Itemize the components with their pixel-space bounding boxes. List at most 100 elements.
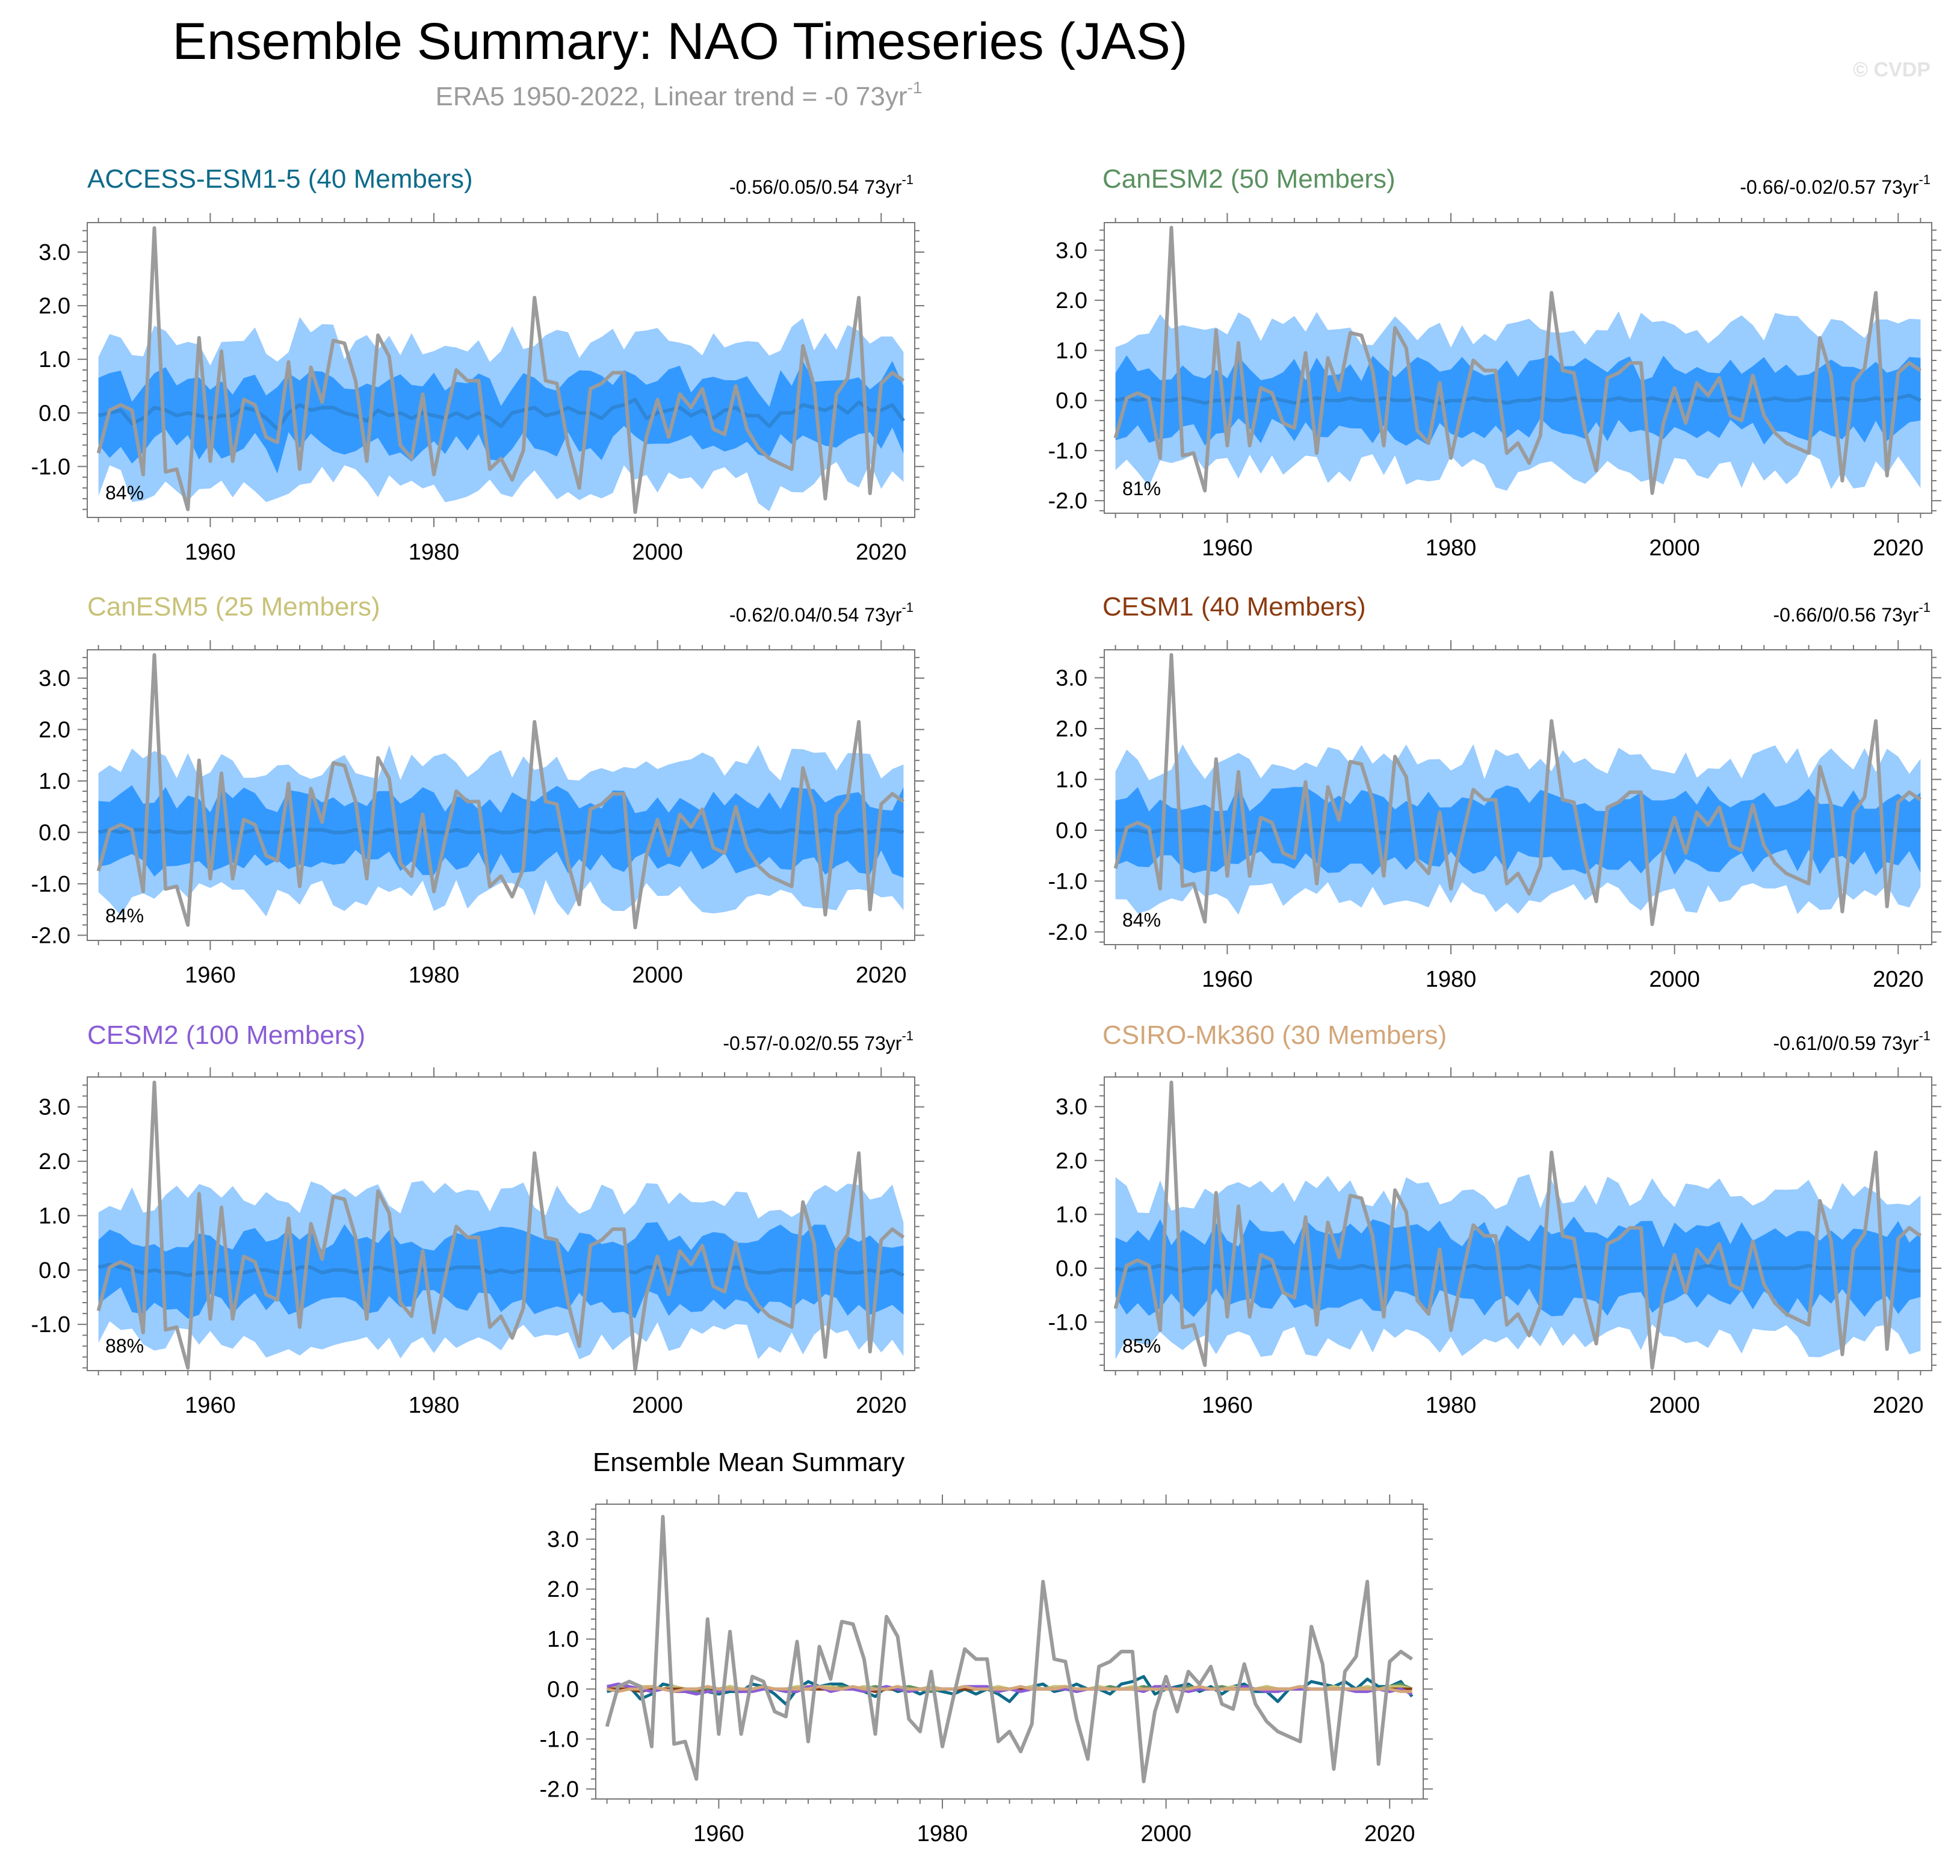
canesm2-percent-label: 81% <box>1122 478 1161 499</box>
csiro-percent-label: 85% <box>1122 1335 1161 1357</box>
csiro-y-tick-label: 1.0 <box>1056 1202 1087 1227</box>
canesm2-y-tick-label: 0.0 <box>1056 389 1087 414</box>
csiro-y-tick-label: 3.0 <box>1056 1094 1087 1120</box>
cesm1-y-tick-label: -1.0 <box>1048 869 1087 894</box>
access-percent-label: 84% <box>105 482 144 504</box>
access-x-tick-label: 2020 <box>856 540 907 565</box>
csiro-plot-area <box>1113 1081 1922 1370</box>
canesm5-panel-title: CanESM5 (25 Members) <box>87 592 380 622</box>
cesm1-x-tick-label: 2020 <box>1873 967 1924 992</box>
access-ensemble-mean-line <box>97 398 905 431</box>
cesm1-y-tick-label: 3.0 <box>1056 665 1087 691</box>
canesm5-y-tick-label: 2.0 <box>39 718 70 743</box>
cesm2-y-tick-label: 3.0 <box>39 1095 70 1120</box>
cesm1-plot-area <box>1113 653 1922 927</box>
cesm1-x-tick-label: 2000 <box>1649 967 1700 992</box>
canesm2-y-tick-label: -2.0 <box>1048 489 1087 514</box>
cesm2-ensemble-mean-line <box>97 1262 904 1277</box>
access-trend-label: -0.56/0.05/0.54 73yr-1 <box>729 172 914 198</box>
csiro-y-tick-label: 0.0 <box>1056 1256 1087 1282</box>
canesm2-trend-label: -0.66/-0.02/0.57 73yr-1 <box>1740 172 1931 198</box>
canesm5-x-tick-label: 2000 <box>632 963 683 988</box>
canesm5-y-tick-label: 1.0 <box>39 769 70 794</box>
access-y-tick-label: 1.0 <box>39 347 70 372</box>
summary-y-tick-label: -1.0 <box>540 1727 579 1752</box>
canesm5-x-tick-label: 1980 <box>409 963 460 988</box>
summary-x-tick-label: 2020 <box>1364 1821 1415 1847</box>
csiro-trend-text: -0.61/0/0.59 73yr <box>1773 1032 1919 1054</box>
summary-y-tick-label: 0.0 <box>547 1677 579 1702</box>
access-trend-superscript: -1 <box>901 172 914 187</box>
cesm1-trend-label: -0.66/0/0.56 73yr-1 <box>1773 600 1931 626</box>
figure-subtitle: ERA5 1950-2022, Linear trend = -0 73yr-1 <box>436 78 923 111</box>
panel-canesm2: 1960 1980 2000 2020 -2.0 -1.0 0.0 1.0 2.0 3.0 CanE… <box>1048 164 1941 561</box>
canesm5-trend-superscript: -1 <box>901 600 914 615</box>
csiro-observed-line <box>1113 1081 1922 1370</box>
cesm1-percent-label: 84% <box>1122 909 1161 931</box>
access-plot-area <box>96 226 905 514</box>
cesm1-trend-superscript: -1 <box>1918 600 1931 615</box>
csiro-x-tick-label: 1960 <box>1202 1393 1253 1418</box>
csiro-trend-label: -0.61/0/0.59 73yr-1 <box>1773 1028 1931 1054</box>
summary-y-tick-label: 2.0 <box>547 1577 579 1602</box>
canesm5-ensemble-mean-line <box>97 828 904 835</box>
canesm2-y-tick-label: 1.0 <box>1056 338 1087 363</box>
access-trend-text: -0.56/0.05/0.54 73yr <box>729 176 902 198</box>
access-y-tick-label: 0.0 <box>39 401 70 426</box>
summary-y-tick-label: 3.0 <box>547 1527 579 1552</box>
cesm2-plot-area <box>96 1081 905 1371</box>
summary-y-tick-label: -2.0 <box>540 1777 579 1802</box>
cesm2-percent-label: 88% <box>105 1335 144 1357</box>
canesm2-x-tick-label: 2000 <box>1649 535 1700 561</box>
canesm2-panel-title: CanESM2 (50 Members) <box>1102 164 1396 194</box>
canesm5-trend-label: -0.62/0.04/0.54 73yr-1 <box>729 600 914 626</box>
canesm5-observed-line <box>96 653 905 930</box>
panel-canesm5: 1960 1980 2000 2020 -2.0 -1.0 0.0 1.0 2.0 3.0 CanE… <box>31 592 924 988</box>
canesm2-observed-line <box>1113 226 1922 495</box>
cesm1-trend-text: -0.66/0/0.56 73yr <box>1773 604 1919 626</box>
canesm2-trend-text: -0.66/-0.02/0.57 73yr <box>1740 176 1918 198</box>
cesm2-observed-line <box>96 1081 905 1371</box>
canesm5-percent-label: 84% <box>105 905 144 927</box>
canesm2-x-tick-label: 2020 <box>1873 535 1924 561</box>
cesm2-y-tick-label: -1.0 <box>31 1312 70 1338</box>
canesm2-trend-superscript: -1 <box>1918 172 1931 187</box>
canesm2-y-tick-label: -1.0 <box>1048 439 1087 464</box>
summary-x-tick-label: 1980 <box>917 1821 968 1847</box>
cesm2-panel-title: CESM2 (100 Members) <box>87 1020 365 1050</box>
cesm2-y-tick-label: 1.0 <box>39 1203 70 1229</box>
access-y-tick-label: 3.0 <box>39 240 70 265</box>
access-y-tick-label: 2.0 <box>39 294 70 319</box>
access-observed-line <box>96 226 905 514</box>
copyright-label: © CVDP <box>1853 58 1931 81</box>
csiro-panel-title: CSIRO-Mk360 (30 Members) <box>1102 1020 1447 1050</box>
canesm5-x-tick-label: 1960 <box>185 963 236 988</box>
cesm2-trend-label: -0.57/-0.02/0.55 73yr-1 <box>723 1028 914 1054</box>
canesm5-trend-text: -0.62/0.04/0.54 73yr <box>729 604 902 626</box>
cesm1-x-tick-label: 1980 <box>1426 967 1477 992</box>
cesm1-observed-line <box>1113 653 1922 927</box>
panel-cesm1: 1960 1980 2000 2020 -2.0 -1.0 0.0 1.0 2.0 3.0 CESM… <box>1048 592 1941 992</box>
canesm5-y-tick-label: 0.0 <box>39 820 70 845</box>
panel-ensemble-mean-summary: Ensemble Mean Summary 1960 1980 2000 2020 -2.… <box>540 1448 1433 1847</box>
cesm2-trend-superscript: -1 <box>901 1028 914 1043</box>
canesm2-y-tick-label: 2.0 <box>1056 288 1087 313</box>
canesm5-y-tick-label: 3.0 <box>39 666 70 691</box>
canesm5-y-tick-label: -1.0 <box>31 872 70 897</box>
canesm2-ensemble-mean-line <box>1114 393 1921 405</box>
csiro-x-tick-label: 1980 <box>1426 1393 1477 1418</box>
canesm5-x-tick-label: 2020 <box>856 963 907 988</box>
csiro-ensemble-mean-line <box>1114 1264 1921 1273</box>
cesm2-x-tick-label: 2000 <box>632 1393 683 1418</box>
subtitle-text: ERA5 1950-2022, Linear trend = -0 73yr <box>436 82 907 111</box>
csiro-x-tick-label: 2020 <box>1873 1393 1924 1418</box>
subtitle-superscript: -1 <box>907 78 923 97</box>
cesm2-x-tick-label: 1980 <box>409 1393 460 1418</box>
cesm2-y-tick-label: 0.0 <box>39 1258 70 1283</box>
cesm2-x-tick-label: 2020 <box>856 1393 907 1418</box>
canesm2-x-tick-label: 1980 <box>1426 535 1477 561</box>
summary-y-tick-label: 1.0 <box>547 1627 579 1652</box>
panel-csiro: 1960 1980 2000 2020 -1.0 0.0 1.0 2.0 3.0 CSIRO-Mk… <box>1048 1020 1941 1418</box>
summary-x-tick-label: 1960 <box>693 1821 744 1847</box>
cesm1-y-tick-label: 0.0 <box>1056 818 1087 844</box>
